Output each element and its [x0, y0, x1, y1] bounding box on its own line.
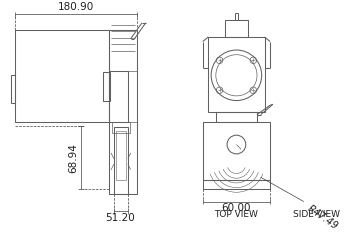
Text: TOP VIEW: TOP VIEW: [215, 210, 258, 219]
Text: 51.20: 51.20: [106, 213, 135, 223]
Bar: [208, 37, 264, 112]
Bar: [203, 180, 270, 188]
Text: R47.49: R47.49: [306, 204, 340, 232]
Text: SIDE VIEW: SIDE VIEW: [293, 210, 340, 219]
Text: 68.94: 68.94: [68, 143, 78, 172]
Bar: [109, 30, 137, 194]
Bar: [15, 30, 109, 122]
Bar: [203, 122, 270, 180]
Bar: [225, 20, 248, 37]
Bar: [109, 70, 128, 122]
Bar: [216, 112, 257, 122]
Text: 180.90: 180.90: [57, 2, 94, 12]
Text: 60.00: 60.00: [222, 204, 251, 213]
Bar: [116, 131, 126, 180]
Bar: [114, 127, 128, 194]
Bar: [11, 75, 15, 103]
Bar: [103, 72, 110, 101]
Bar: [112, 122, 130, 133]
